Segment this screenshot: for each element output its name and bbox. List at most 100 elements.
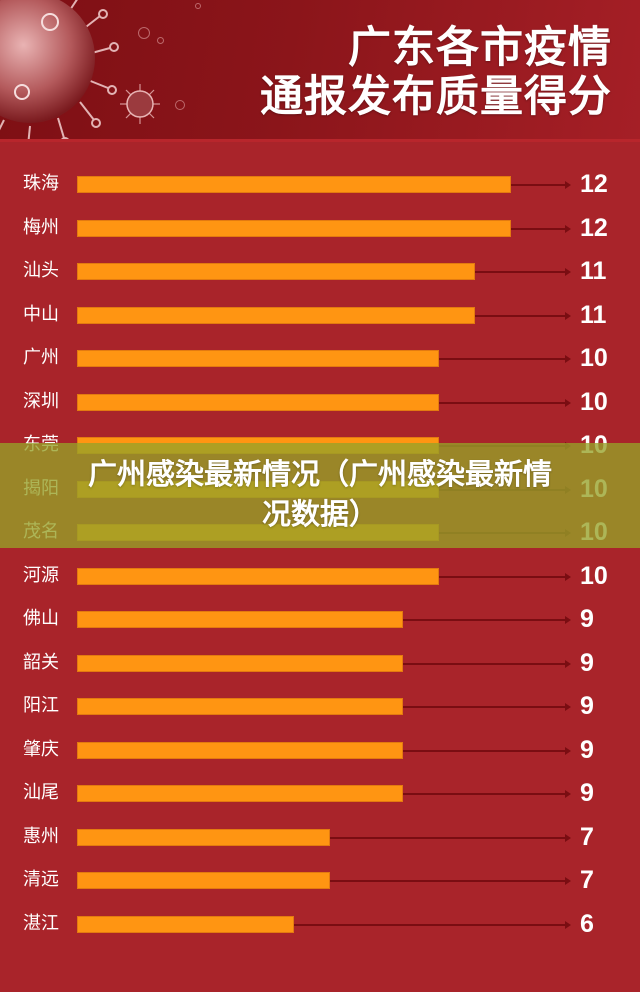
city-label: 广州 xyxy=(23,347,59,368)
caption-line-2: 况数据） xyxy=(261,497,378,531)
spore-dot-icon xyxy=(138,27,150,39)
chart-row: 清远 7 xyxy=(0,858,640,902)
leader-line xyxy=(330,836,566,839)
score-bar xyxy=(77,263,475,280)
chart-row: 湛江 6 xyxy=(0,902,640,946)
score-value: 9 xyxy=(580,692,594,720)
page-title: 广东各市疫情 通报发布质量得分 xyxy=(260,24,612,122)
arrow-head-icon xyxy=(565,920,571,929)
score-value: 11 xyxy=(580,300,607,329)
chart-row: 汕头 11 xyxy=(0,249,640,293)
chart-row: 广州 10 xyxy=(0,336,640,380)
score-bar xyxy=(77,219,511,237)
chart-row: 韶关 9 xyxy=(0,641,640,685)
arrow-head-icon xyxy=(565,746,571,755)
score-value: 12 xyxy=(580,213,608,242)
score-bar xyxy=(77,350,439,367)
leader-line xyxy=(294,923,566,926)
leader-line xyxy=(475,314,566,317)
score-value: 10 xyxy=(580,387,608,416)
city-label: 肇庆 xyxy=(23,738,59,760)
score-value: 9 xyxy=(580,779,594,807)
header-banner: 广东各市疫情 通报发布质量得分 xyxy=(0,0,640,141)
city-label: 湛江 xyxy=(23,912,59,934)
leader-line xyxy=(439,358,566,360)
city-label: 佛山 xyxy=(23,608,59,629)
city-label: 珠海 xyxy=(23,173,59,194)
score-bar xyxy=(77,306,475,324)
leader-line xyxy=(403,706,566,708)
leader-line xyxy=(511,227,566,230)
score-value: 6 xyxy=(580,909,594,938)
small-virus-icon xyxy=(120,84,160,124)
arrow-head-icon xyxy=(565,616,571,624)
leader-line xyxy=(403,749,566,752)
score-value: 7 xyxy=(580,866,594,894)
score-bar xyxy=(77,915,294,933)
header-divider xyxy=(0,139,640,142)
arrow-head-icon xyxy=(565,224,571,233)
leader-line xyxy=(511,184,566,186)
score-bar xyxy=(77,393,439,411)
arrow-head-icon xyxy=(565,572,571,581)
title-line-2: 通报发布质量得分 xyxy=(260,72,612,122)
spore-dot-icon xyxy=(157,37,164,44)
score-bar xyxy=(77,872,330,889)
score-value: 7 xyxy=(580,822,594,851)
arrow-head-icon xyxy=(565,268,571,276)
title-line-1: 广东各市疫情 xyxy=(348,23,612,73)
city-label: 深圳 xyxy=(23,390,59,412)
score-bar xyxy=(77,176,511,193)
caption-overlay-band xyxy=(0,443,640,548)
score-bar xyxy=(77,654,403,672)
spore-dot-icon xyxy=(195,3,201,9)
score-value: 11 xyxy=(580,257,607,285)
arrow-head-icon xyxy=(565,790,571,798)
score-bar xyxy=(77,785,403,802)
city-label: 中山 xyxy=(23,303,59,325)
chart-row: 阳江 9 xyxy=(0,684,640,728)
arrow-head-icon xyxy=(565,877,571,885)
leader-line xyxy=(439,575,566,578)
leader-line xyxy=(403,662,566,665)
chart-row: 汕尾 9 xyxy=(0,771,640,815)
leader-line xyxy=(403,619,566,621)
arrow-head-icon xyxy=(565,355,571,363)
caption-overlay-text: 广州感染最新情况（广州感染最新情 况数据） xyxy=(0,454,640,534)
chart-row: 深圳 10 xyxy=(0,380,640,424)
arrow-head-icon xyxy=(565,311,571,320)
arrow-head-icon xyxy=(565,833,571,842)
spore-dot-icon xyxy=(175,100,185,110)
leader-line xyxy=(330,880,566,882)
city-label: 梅州 xyxy=(23,216,59,238)
virus-illustration-icon xyxy=(0,0,119,141)
city-label: 阳江 xyxy=(23,695,59,716)
chart-row: 中山 11 xyxy=(0,293,640,337)
score-value: 9 xyxy=(580,648,594,677)
score-value: 9 xyxy=(580,605,594,633)
city-label: 韶关 xyxy=(23,651,59,673)
city-label: 惠州 xyxy=(23,825,59,847)
caption-line-1: 广州感染最新情况（广州感染最新情 xyxy=(87,457,552,491)
city-label: 汕尾 xyxy=(23,782,59,803)
leader-line xyxy=(403,793,566,795)
score-value: 10 xyxy=(580,344,608,372)
arrow-head-icon xyxy=(565,398,571,407)
leader-line xyxy=(475,271,566,273)
score-bar xyxy=(77,611,403,628)
chart-row: 惠州 7 xyxy=(0,815,640,859)
chart-row: 肇庆 9 xyxy=(0,728,640,772)
score-bar xyxy=(77,741,403,759)
chart-row: 珠海 12 xyxy=(0,162,640,206)
city-label: 河源 xyxy=(23,564,59,586)
leader-line xyxy=(439,401,566,404)
chart-row: 河源 10 xyxy=(0,554,640,598)
city-label: 汕头 xyxy=(23,260,59,281)
score-value: 10 xyxy=(580,561,608,590)
score-value: 9 xyxy=(580,735,594,764)
score-bar xyxy=(77,828,330,846)
chart-row: 梅州 12 xyxy=(0,206,640,250)
city-label: 清远 xyxy=(23,869,59,890)
score-value: 12 xyxy=(580,170,608,198)
chart-row: 佛山 9 xyxy=(0,597,640,641)
